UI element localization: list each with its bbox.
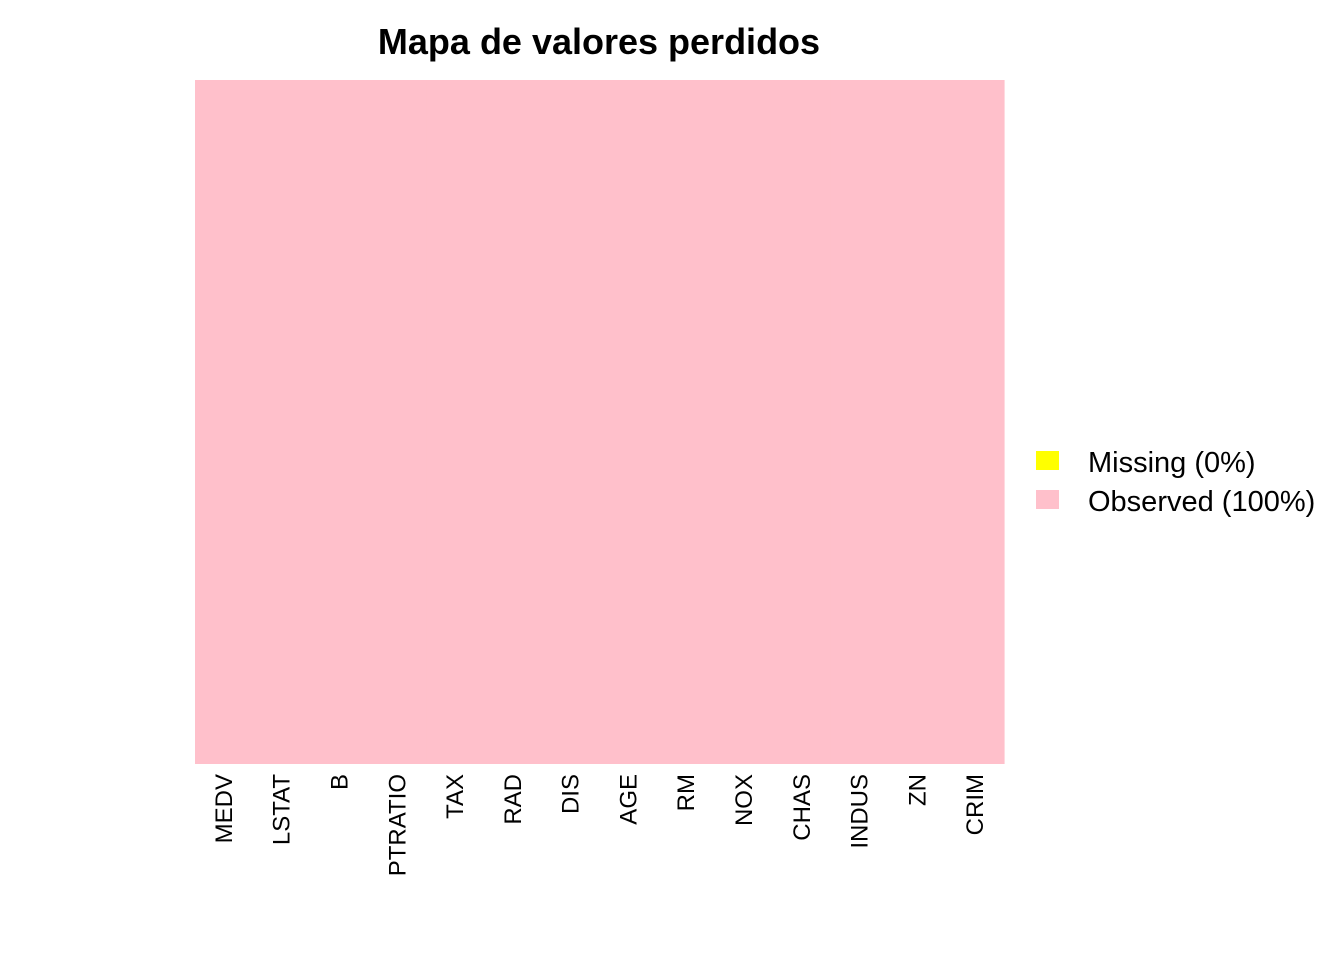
x-tick-label: CRIM [962, 774, 989, 835]
heatmap-cell-observed-ptratio [368, 80, 427, 764]
x-tick-label: RM [673, 774, 700, 811]
legend-label-missing: Missing (0%) [1088, 447, 1256, 479]
heatmap-cell-observed-crim [946, 80, 1005, 764]
x-tick-label: RAD [500, 774, 527, 825]
x-tick-label: DIS [558, 774, 585, 814]
heatmap-cell-observed-rad [483, 80, 543, 764]
heatmap-cell-observed-lstat [252, 80, 312, 764]
column-labels: MEDV LSTAT B PTRATIO TAX RAD DIS AGE RM NOX CHAS IN… [211, 774, 989, 877]
legend-swatch-observed [1036, 490, 1059, 509]
heatmap-cell-observed-tax [426, 80, 485, 764]
legend: Missing (0%) Observed (100%) [1036, 447, 1315, 518]
legend-swatch-missing [1036, 451, 1059, 470]
heatmap-cell-observed-medv [195, 80, 254, 764]
x-tick-label: PTRATIO [384, 774, 411, 876]
heatmap-cell-observed-b [310, 80, 369, 764]
x-tick-label: B [326, 774, 353, 790]
x-tick-label: TAX [442, 774, 469, 819]
x-tick-label: NOX [731, 774, 758, 826]
heatmap-cells [195, 80, 1005, 764]
x-tick-label: ZN [904, 774, 931, 806]
heatmap-cell-observed-zn [888, 80, 947, 764]
legend-label-observed: Observed (100%) [1088, 486, 1315, 518]
x-tick-label: AGE [615, 774, 642, 825]
heatmap-cell-observed-rm [657, 80, 716, 764]
chart-title: Mapa de valores perdidos [378, 21, 820, 62]
x-tick-label: INDUS [847, 774, 874, 849]
heatmap-cell-observed-indus [830, 80, 890, 764]
heatmap-cell-observed-age [599, 80, 658, 764]
x-tick-label: CHAS [789, 774, 816, 841]
x-tick-label: MEDV [211, 774, 238, 843]
x-tick-label: LSTAT [269, 774, 296, 845]
heatmap-cell-observed-chas [772, 80, 832, 764]
heatmap-cell-observed-dis [541, 80, 601, 764]
heatmap-cell-observed-nox [715, 80, 774, 764]
